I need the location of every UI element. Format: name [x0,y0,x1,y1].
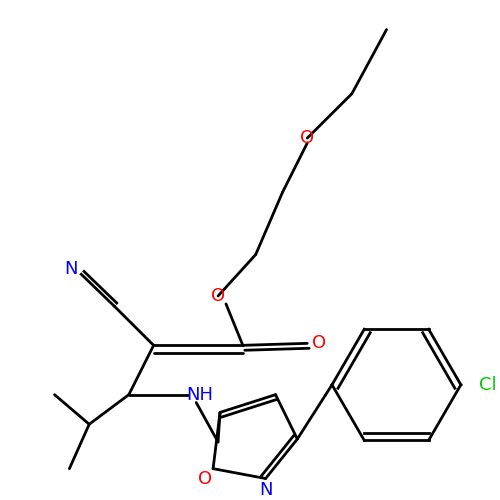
Text: N: N [259,482,272,500]
Text: Cl: Cl [478,376,496,394]
Text: O: O [300,129,314,147]
Text: O: O [312,334,326,352]
Text: NH: NH [186,386,214,404]
Text: O: O [198,470,212,488]
Text: O: O [211,287,225,305]
Text: N: N [64,260,78,278]
